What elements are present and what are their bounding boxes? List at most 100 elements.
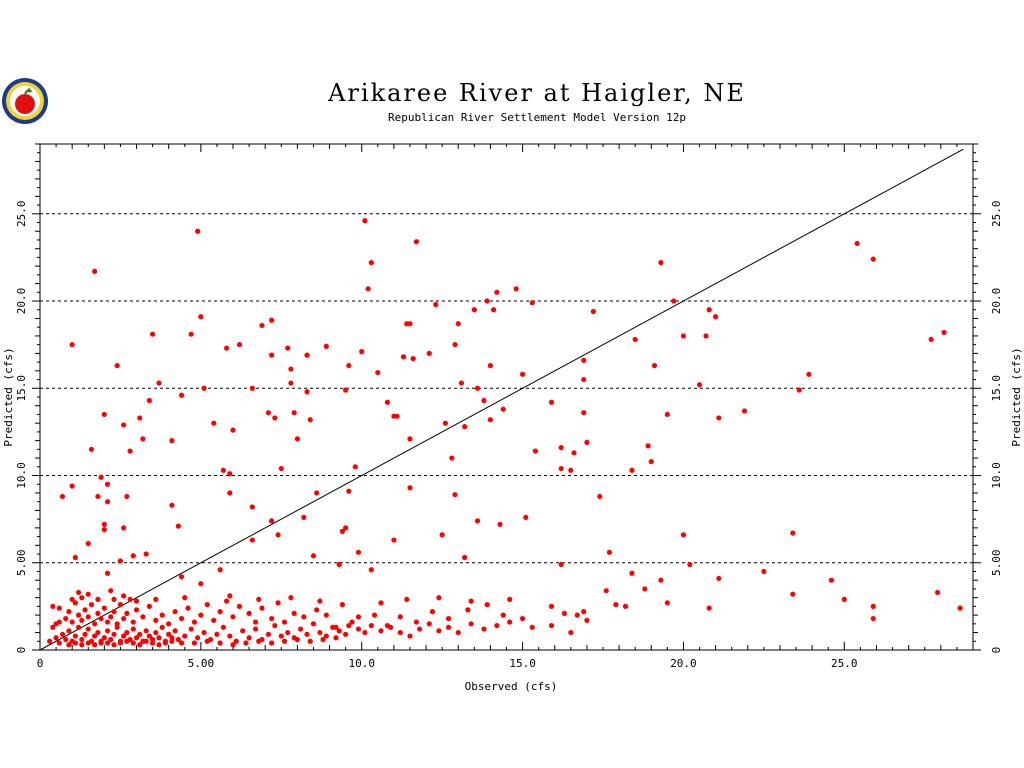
x-tick-label: 0 — [37, 657, 44, 670]
data-point — [713, 314, 719, 320]
data-point — [687, 561, 693, 568]
data-point — [455, 629, 461, 636]
data-point — [426, 350, 432, 356]
data-point — [426, 621, 432, 627]
data-point — [150, 640, 156, 646]
data-point — [201, 629, 207, 636]
data-point — [198, 581, 204, 587]
data-point — [114, 362, 120, 369]
data-point — [581, 357, 587, 363]
data-point — [413, 619, 420, 625]
data-point — [310, 553, 317, 559]
data-point — [275, 532, 281, 538]
data-point — [111, 596, 117, 603]
data-point — [494, 622, 500, 629]
data-point — [198, 314, 204, 320]
data-point — [291, 610, 297, 616]
data-point — [651, 362, 658, 369]
data-point — [320, 636, 326, 643]
one-to-one-line — [39, 148, 964, 651]
data-point — [104, 499, 111, 505]
data-point — [935, 589, 941, 596]
data-point — [481, 397, 487, 404]
data-point — [558, 561, 564, 568]
data-point — [870, 603, 876, 609]
data-point — [117, 602, 124, 608]
data-point — [108, 636, 114, 643]
data-point — [400, 354, 407, 360]
data-point — [195, 228, 201, 234]
data-point — [66, 642, 72, 648]
data-point — [82, 631, 88, 637]
data-point — [561, 610, 568, 616]
data-point — [88, 602, 95, 608]
data-point — [606, 549, 613, 555]
data-point — [355, 549, 362, 555]
data-point — [101, 605, 107, 611]
data-point — [301, 614, 307, 620]
data-point — [172, 628, 178, 634]
data-point — [133, 635, 140, 641]
data-point — [355, 626, 362, 632]
data-point — [500, 406, 506, 412]
data-point — [269, 640, 275, 646]
data-point — [124, 610, 130, 616]
data-point — [249, 504, 255, 510]
data-point — [92, 642, 98, 648]
apple-logo-icon — [2, 78, 48, 124]
data-point — [365, 286, 371, 292]
y-tick-label-left: 25.0 — [15, 201, 28, 228]
data-point — [227, 490, 233, 496]
data-point — [204, 638, 210, 644]
data-point — [201, 385, 207, 391]
y-tick-label-left: 20.0 — [15, 288, 28, 315]
data-point — [156, 642, 162, 648]
data-point — [410, 356, 416, 362]
data-point — [841, 596, 847, 603]
data-point — [227, 471, 233, 477]
data-point — [178, 392, 185, 398]
data-point — [500, 612, 506, 618]
data-point — [581, 376, 587, 383]
data-point — [474, 518, 481, 524]
data-point — [98, 474, 104, 480]
y-tick-label-right: 15.0 — [990, 375, 1003, 402]
data-point — [114, 624, 120, 630]
data-point — [252, 626, 259, 632]
data-point — [50, 624, 56, 630]
data-point — [343, 631, 349, 637]
data-point — [217, 640, 223, 646]
data-point — [339, 602, 346, 608]
data-point — [574, 612, 580, 618]
data-point — [597, 493, 603, 500]
data-point — [214, 631, 220, 637]
data-point — [407, 436, 413, 442]
data-point — [153, 629, 159, 636]
data-point — [716, 415, 722, 421]
data-point — [246, 610, 252, 616]
data-point — [153, 617, 159, 623]
data-point — [928, 336, 934, 343]
data-point — [69, 619, 75, 625]
data-point — [941, 329, 947, 336]
data-point — [378, 628, 384, 634]
data-point — [146, 633, 152, 639]
data-point — [72, 600, 78, 606]
data-point — [288, 380, 294, 386]
data-point — [188, 331, 194, 337]
data-point — [310, 621, 317, 627]
data-point — [291, 410, 297, 416]
data-point — [304, 389, 310, 395]
data-point — [79, 595, 85, 601]
data-point — [429, 609, 436, 615]
data-point — [343, 387, 349, 393]
data-point — [227, 633, 233, 639]
data-point — [343, 525, 349, 531]
data-point — [159, 624, 165, 630]
data-point — [127, 448, 133, 454]
data-point — [642, 586, 648, 592]
data-point — [407, 485, 413, 491]
data-point — [272, 415, 278, 421]
data-point — [519, 615, 526, 622]
data-point — [323, 343, 329, 349]
